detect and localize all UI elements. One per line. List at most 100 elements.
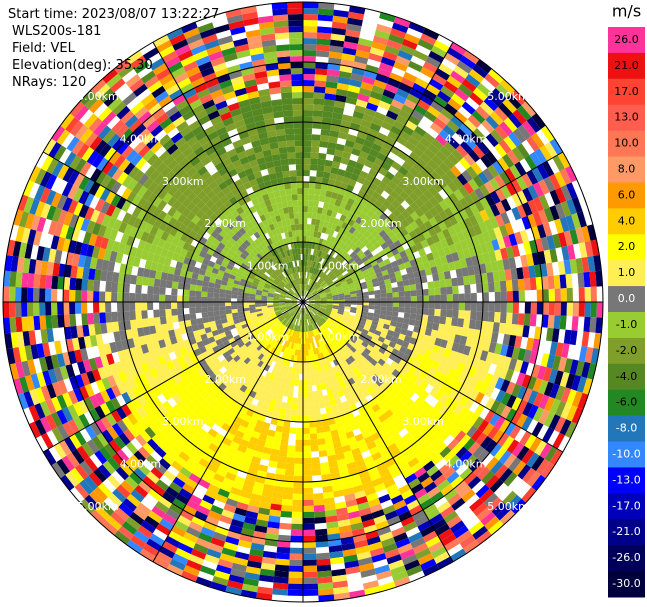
radar-cell [338, 275, 345, 281]
radar-cell [431, 360, 441, 371]
radar-cell [325, 309, 332, 313]
radar-cell [443, 218, 453, 229]
radar-cell [495, 201, 506, 215]
radar-cell [292, 505, 303, 512]
radar-cell [391, 286, 399, 293]
radar-cell [407, 60, 423, 73]
radar-cell [420, 239, 430, 249]
radar-cell [326, 304, 333, 307]
radar-cell [560, 200, 572, 217]
radar-cell [356, 419, 366, 429]
radar-cell [465, 355, 475, 367]
radar-cell [360, 513, 374, 523]
radar-cell [350, 173, 360, 182]
radar-cell [240, 458, 252, 468]
radar-cell [426, 83, 441, 96]
radar-cell [499, 224, 509, 238]
radar-cell [336, 193, 344, 202]
radar-cell [355, 239, 363, 247]
radar-cell [379, 146, 390, 157]
radar-cell [316, 44, 330, 52]
radar-cell [272, 582, 289, 590]
radar-cell [293, 343, 297, 350]
radar-cell [316, 426, 324, 434]
radar-cell [316, 552, 330, 560]
radar-cell [238, 496, 251, 505]
radar-cell [333, 337, 340, 344]
radar-cell [361, 269, 369, 276]
radar-cell [416, 307, 423, 315]
radar-cell [494, 343, 503, 355]
radar-cell [303, 254, 306, 261]
radar-cell [517, 348, 527, 362]
radar-cell [345, 255, 353, 262]
radar-cell [367, 369, 376, 378]
radar-cell [326, 527, 340, 535]
radar-cell [306, 224, 312, 231]
radar-cell [322, 171, 331, 179]
radar-cell [505, 345, 515, 358]
radar-cell [321, 239, 327, 246]
radar-cell [314, 528, 328, 536]
radar-cell [427, 407, 439, 419]
radar-cell [477, 171, 490, 185]
radar-cell [321, 332, 326, 339]
radar-cell [93, 312, 101, 324]
radar-cell [467, 441, 481, 455]
radar-cell [99, 302, 106, 313]
radar-cell [323, 99, 335, 107]
radar-cell [370, 204, 379, 214]
radar-cell [207, 296, 214, 302]
radar-cell [458, 406, 470, 419]
radar-cell [378, 318, 386, 324]
radar-cell [488, 520, 504, 536]
radar-cell [447, 411, 459, 423]
radar-cell [439, 279, 447, 288]
radar-cell [105, 291, 112, 302]
radar-cell [506, 291, 513, 302]
radar-cell [316, 170, 324, 178]
radar-cell [409, 402, 419, 413]
radar-cell [403, 408, 414, 418]
radar-cell [314, 516, 327, 524]
radar-cell [297, 343, 301, 350]
radar-cell [379, 62, 394, 73]
radar-cell [543, 207, 555, 223]
radar-cell [356, 464, 368, 474]
radar-cell [469, 92, 484, 106]
radar-cell [291, 403, 298, 410]
radar-cell [265, 472, 276, 480]
radar-cell [339, 234, 346, 242]
radar-cell [494, 125, 509, 140]
radar-cell [340, 268, 347, 274]
radar-cell [437, 112, 451, 125]
radar-cell [358, 507, 372, 517]
radar-cell [390, 468, 402, 479]
radar-cell [443, 386, 454, 397]
radar-cell [452, 309, 459, 319]
radar-cell [374, 408, 385, 418]
radar-cell [461, 101, 476, 115]
radar-cell [304, 284, 307, 291]
radar-cell [410, 307, 417, 314]
radar-cell [382, 542, 398, 554]
radar-cell [499, 79, 516, 95]
radar-cell [393, 343, 402, 352]
radar-cell [275, 369, 281, 377]
radar-cell [404, 302, 411, 308]
radar-cell [365, 173, 375, 183]
radar-cell [324, 288, 331, 293]
radar-cell [405, 388, 415, 399]
radar-cell [368, 305, 375, 310]
radar-cell [335, 314, 343, 320]
radar-cell [371, 85, 385, 95]
radar-cell [434, 294, 441, 302]
radar-cell [335, 335, 342, 343]
radar-cell [277, 456, 287, 464]
radar-cell [258, 433, 268, 442]
radar-cell [379, 332, 388, 339]
radar-cell [341, 221, 348, 230]
radar-cell [414, 467, 427, 479]
radar-cell [461, 327, 469, 337]
radar-cell [566, 389, 577, 406]
